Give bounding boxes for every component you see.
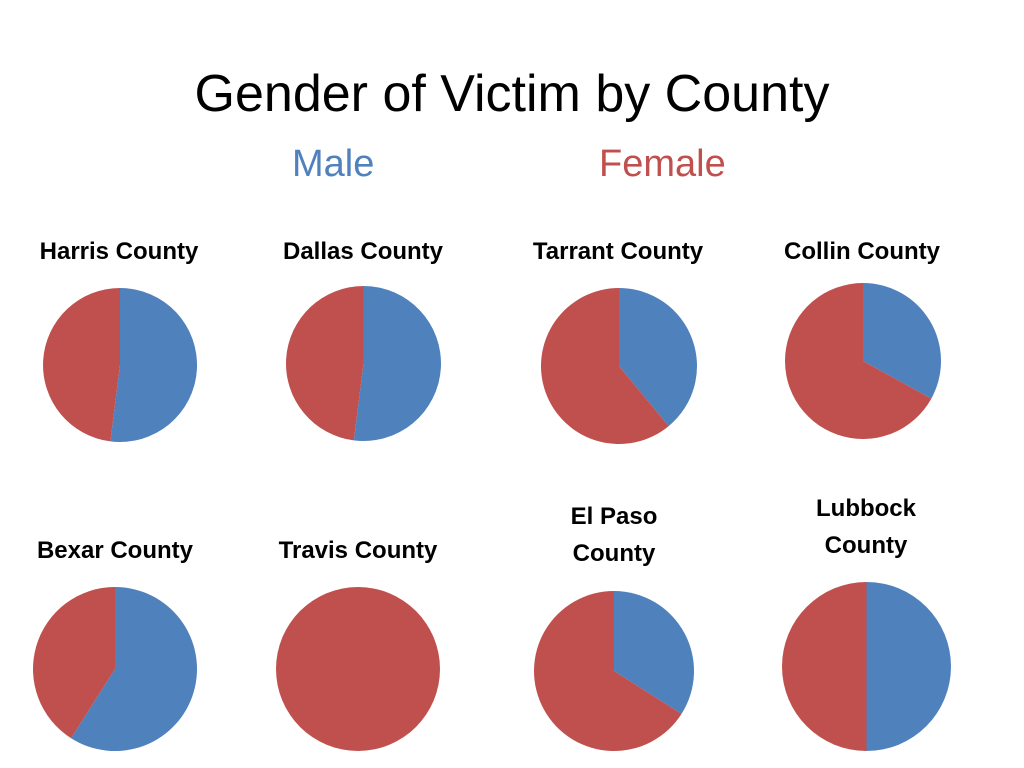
pie-label-travis: Travis County bbox=[278, 537, 438, 564]
pie-lubbock bbox=[782, 582, 951, 751]
slice-female bbox=[541, 288, 669, 444]
pie-label-lubbock: Lubbock County bbox=[816, 495, 916, 559]
pie-el-paso bbox=[534, 591, 695, 751]
slice-male bbox=[863, 283, 941, 399]
pie-label-el-paso: El Paso County bbox=[570, 503, 658, 567]
slice-female bbox=[534, 591, 682, 751]
pie-label-dallas: Dallas County bbox=[282, 238, 444, 265]
slice-male bbox=[110, 288, 198, 442]
pie-label-collin: Collin County bbox=[784, 238, 940, 265]
slice-male bbox=[866, 582, 951, 751]
legend-female: Female bbox=[599, 143, 726, 185]
slice-female bbox=[33, 587, 115, 739]
pie-travis bbox=[276, 587, 440, 751]
pie-tarrant bbox=[541, 288, 698, 444]
pie-label-bexar: Bexar County bbox=[36, 537, 194, 564]
pie-dallas bbox=[285, 286, 441, 441]
slice-male bbox=[614, 591, 695, 714]
slice-female bbox=[784, 283, 932, 439]
slice-male bbox=[353, 286, 441, 441]
pie-harris bbox=[43, 288, 198, 442]
slice-male bbox=[71, 587, 198, 751]
pie-bexar bbox=[33, 587, 198, 751]
pie-label-harris: Harris County bbox=[39, 238, 199, 265]
slice-female bbox=[276, 587, 440, 751]
slice-female bbox=[285, 286, 364, 441]
chart-title: Gender of Victim by County bbox=[194, 65, 830, 123]
pie-collin bbox=[784, 283, 941, 439]
slice-female bbox=[43, 288, 120, 442]
legend-male: Male bbox=[292, 143, 375, 185]
slice-male bbox=[619, 288, 698, 427]
pie-label-tarrant: Tarrant County bbox=[532, 238, 704, 265]
slice-female bbox=[782, 582, 867, 751]
